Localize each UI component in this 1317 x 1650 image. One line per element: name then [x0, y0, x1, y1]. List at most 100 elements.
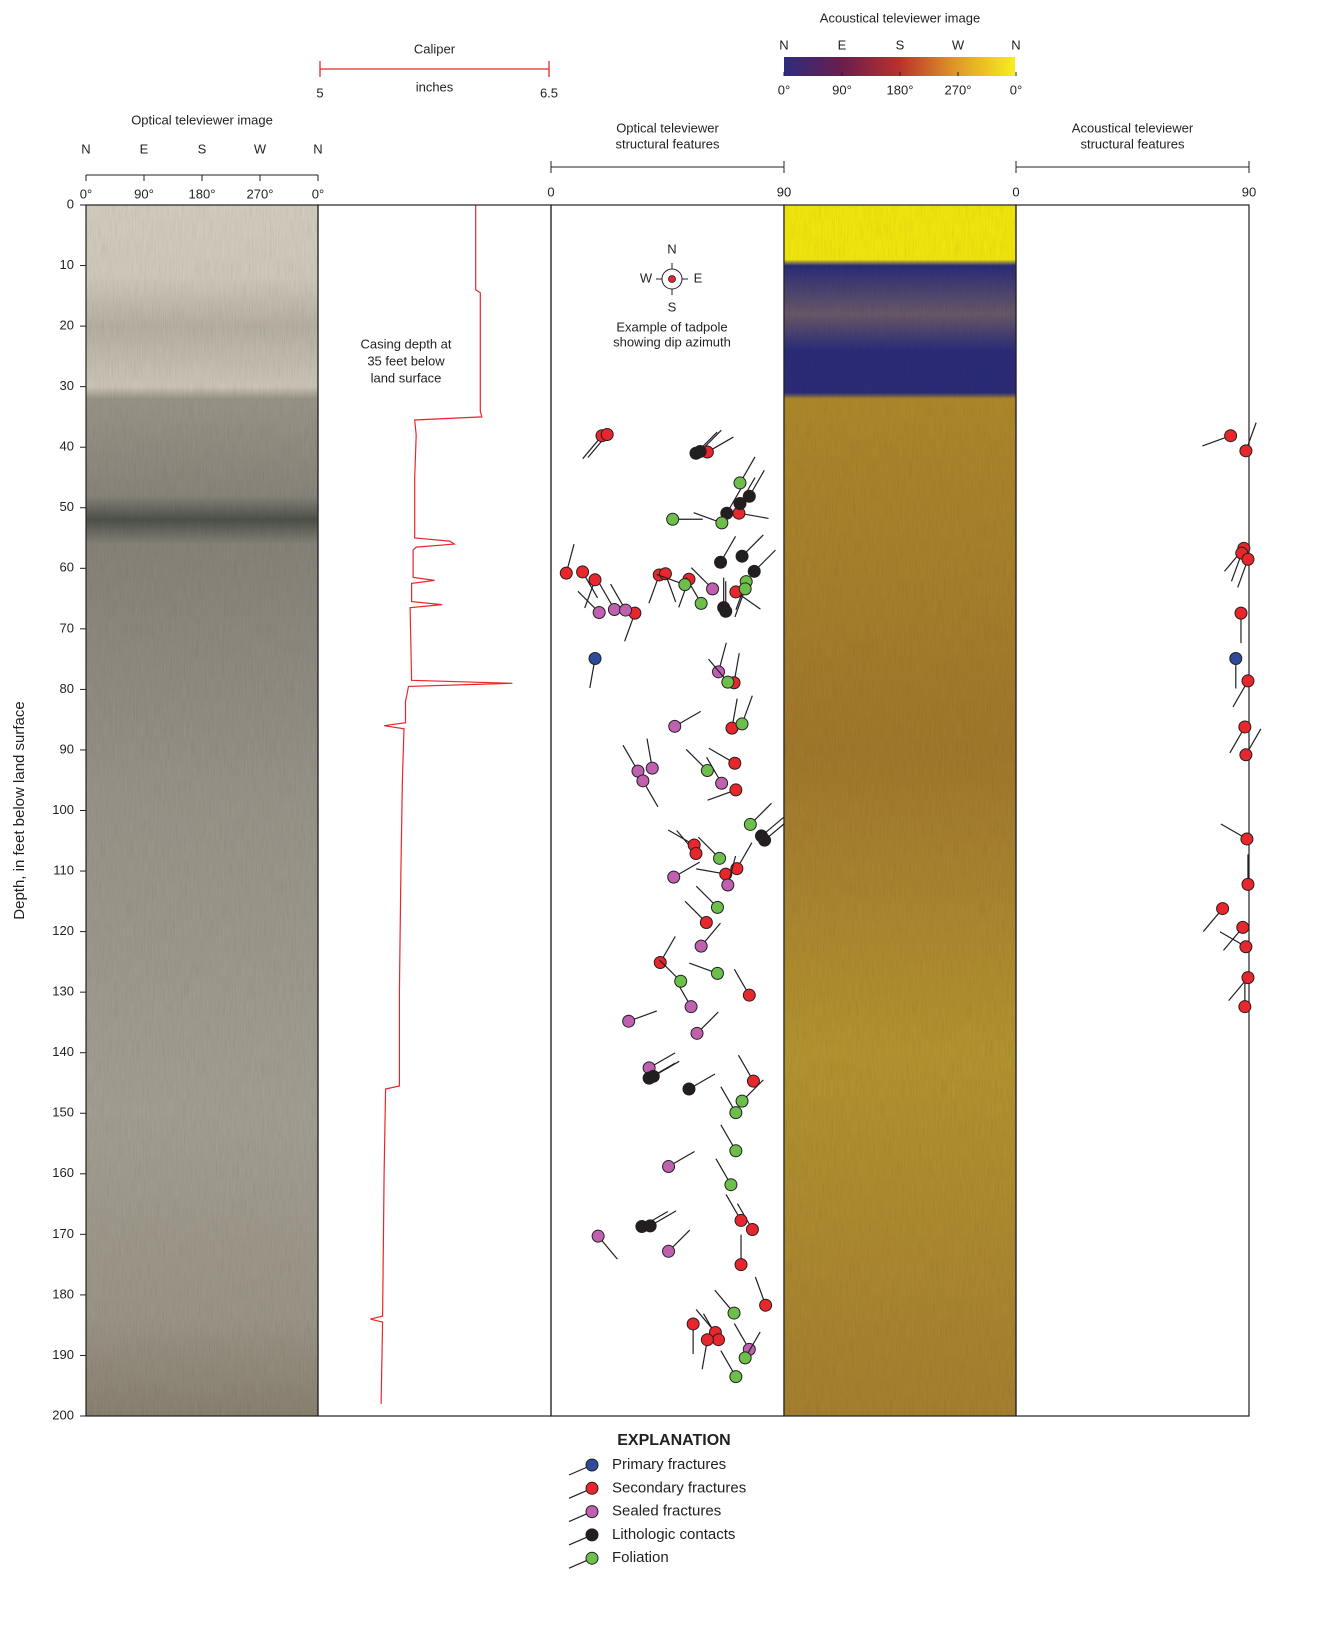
- tadpole: [729, 783, 743, 797]
- x-tick-label: 0°: [312, 186, 324, 201]
- track-title: Caliper: [414, 41, 456, 56]
- y-tick-label: 90: [60, 741, 74, 756]
- tadpole: [713, 851, 727, 865]
- tadpole: [592, 606, 606, 620]
- compass-label: N: [779, 37, 788, 52]
- tadpole: [714, 555, 728, 569]
- televiewer-image: [86, 205, 318, 1416]
- tadpole: [735, 549, 749, 563]
- compass-label: E: [838, 37, 847, 52]
- tadpole: [733, 497, 747, 511]
- y-tick-label: 200: [52, 1407, 74, 1422]
- color-bar-tick-label: 180°: [887, 82, 914, 97]
- color-bar-tick-label: 0°: [778, 82, 790, 97]
- legend-swatch: [585, 1551, 599, 1565]
- televiewer-image: [784, 205, 1016, 1416]
- x-tick-label: 0°: [80, 186, 92, 201]
- tadpole: [576, 565, 590, 579]
- x-tick-label: 0: [547, 184, 554, 199]
- tadpole: [721, 878, 735, 892]
- x-tick-label: 0: [1012, 184, 1019, 199]
- tadpole: [715, 516, 729, 530]
- tadpole: [559, 566, 573, 580]
- example-compass-label: W: [640, 270, 653, 285]
- tadpole: [636, 774, 650, 788]
- compass-label: E: [140, 141, 149, 156]
- legend-label: Secondary fractures: [612, 1479, 746, 1496]
- compass-label: S: [896, 37, 905, 52]
- y-tick-label: 160: [52, 1165, 74, 1180]
- y-tick-label: 20: [60, 318, 74, 333]
- y-tick-label: 40: [60, 439, 74, 454]
- tadpole: [668, 719, 682, 733]
- tadpole: [645, 761, 659, 775]
- y-tick-label: 50: [60, 499, 74, 514]
- tadpole: [600, 427, 614, 441]
- tadpole: [1234, 606, 1248, 620]
- y-tick-label: 140: [52, 1044, 74, 1059]
- legend-swatch: [585, 1505, 599, 1519]
- tadpole: [1241, 674, 1255, 688]
- caliper-line: [370, 205, 513, 1404]
- legend-swatch: [585, 1481, 599, 1495]
- example-compass-label: N: [667, 241, 676, 256]
- x-axis-label: inches: [416, 79, 454, 94]
- y-tick-label: 170: [52, 1226, 74, 1241]
- tadpole: [689, 846, 703, 860]
- x-tick-label: 270°: [247, 186, 274, 201]
- tadpole: [693, 444, 707, 458]
- tadpole: [759, 1298, 773, 1312]
- x-tick-label: 5: [316, 85, 323, 100]
- track-frame: [1015, 204, 1250, 1417]
- compass-label: S: [198, 141, 207, 156]
- tadpole: [745, 1223, 759, 1237]
- tadpole: [591, 1229, 605, 1243]
- tadpole: [710, 966, 724, 980]
- tadpole: [733, 476, 747, 490]
- track-title: Optical televiewer image: [131, 112, 273, 127]
- y-tick-label: 60: [60, 560, 74, 575]
- color-bar-tick-label: 0°: [1010, 82, 1022, 97]
- legend-label: Sealed fractures: [612, 1503, 721, 1520]
- tadpole: [662, 1244, 676, 1258]
- legend-label: Lithologic contacts: [612, 1526, 735, 1543]
- tadpole: [730, 862, 744, 876]
- tadpole: [682, 1082, 696, 1096]
- y-tick-label: 0: [67, 196, 74, 211]
- y-tick-label: 120: [52, 923, 74, 938]
- tadpole: [719, 604, 733, 618]
- tadpole: [724, 1178, 738, 1192]
- tadpole: [1239, 940, 1253, 954]
- tadpole: [729, 1106, 743, 1120]
- tadpole: [1239, 748, 1253, 762]
- tadpole: [653, 955, 667, 969]
- x-tick-label: 6.5: [540, 85, 558, 100]
- tadpole: [735, 1094, 749, 1108]
- tadpole: [699, 916, 713, 930]
- legend-swatch: [585, 1528, 599, 1542]
- tadpole: [1236, 920, 1250, 934]
- tadpole: [1238, 720, 1252, 734]
- tadpole: [742, 489, 756, 503]
- tadpole: [738, 1351, 752, 1365]
- compass-label: W: [952, 37, 965, 52]
- tadpole: [706, 582, 720, 596]
- tadpole: [700, 1333, 714, 1347]
- y-tick-label: 70: [60, 620, 74, 635]
- track-title: structural features: [615, 136, 720, 151]
- track-title: structural features: [1080, 136, 1185, 151]
- tadpole: [694, 596, 708, 610]
- track-title: Acoustical televiewer: [1072, 120, 1194, 135]
- y-tick-label: 180: [52, 1286, 74, 1301]
- legend-label: Foliation: [612, 1549, 669, 1566]
- compass-label: W: [254, 141, 267, 156]
- tadpole: [734, 1213, 748, 1227]
- tadpole: [735, 717, 749, 731]
- tadpole: [667, 870, 681, 884]
- example-caption: showing dip azimuth: [613, 334, 731, 349]
- tadpole: [588, 573, 602, 587]
- y-tick-label: 130: [52, 984, 74, 999]
- x-tick-label: 180°: [189, 186, 216, 201]
- tadpole: [712, 1333, 726, 1347]
